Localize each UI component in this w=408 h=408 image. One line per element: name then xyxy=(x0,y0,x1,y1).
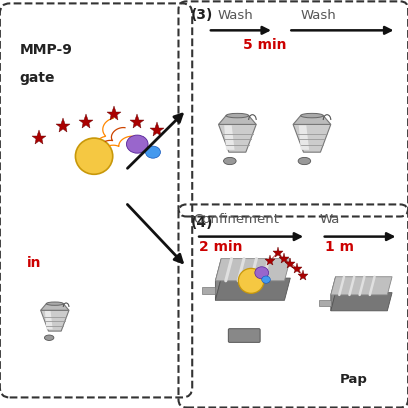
Ellipse shape xyxy=(224,157,236,165)
Polygon shape xyxy=(299,125,309,150)
Polygon shape xyxy=(219,115,256,124)
FancyBboxPatch shape xyxy=(228,329,260,342)
Text: Pap: Pap xyxy=(339,373,367,386)
Polygon shape xyxy=(215,278,290,300)
Text: Wa: Wa xyxy=(320,213,340,226)
Ellipse shape xyxy=(298,157,311,165)
Polygon shape xyxy=(202,287,215,295)
Ellipse shape xyxy=(47,302,63,305)
Text: Wash: Wash xyxy=(300,9,336,22)
Polygon shape xyxy=(45,311,53,329)
Ellipse shape xyxy=(238,268,264,293)
Polygon shape xyxy=(331,293,392,311)
Ellipse shape xyxy=(126,135,148,153)
Ellipse shape xyxy=(255,267,268,279)
Text: 2 min: 2 min xyxy=(199,240,243,255)
Text: Confinement: Confinement xyxy=(193,213,279,226)
Polygon shape xyxy=(41,304,69,310)
Polygon shape xyxy=(219,124,256,152)
Ellipse shape xyxy=(44,335,54,340)
Polygon shape xyxy=(215,259,221,300)
Ellipse shape xyxy=(146,146,160,158)
Polygon shape xyxy=(331,277,392,295)
Text: Wash: Wash xyxy=(218,9,253,22)
Polygon shape xyxy=(41,310,69,331)
Ellipse shape xyxy=(75,138,113,174)
Polygon shape xyxy=(319,300,331,306)
Ellipse shape xyxy=(262,276,271,283)
Polygon shape xyxy=(331,277,335,311)
Text: 5 min: 5 min xyxy=(243,38,286,52)
Text: (3): (3) xyxy=(191,9,213,22)
Text: MMP-9: MMP-9 xyxy=(20,43,72,57)
Text: (4): (4) xyxy=(191,215,213,230)
Text: in: in xyxy=(27,256,42,270)
Ellipse shape xyxy=(301,113,323,118)
Ellipse shape xyxy=(226,113,248,118)
Text: gate: gate xyxy=(20,71,55,85)
Polygon shape xyxy=(215,259,290,281)
Polygon shape xyxy=(224,125,235,150)
Polygon shape xyxy=(293,115,331,124)
Text: 1 m: 1 m xyxy=(325,240,354,255)
Polygon shape xyxy=(293,124,331,152)
